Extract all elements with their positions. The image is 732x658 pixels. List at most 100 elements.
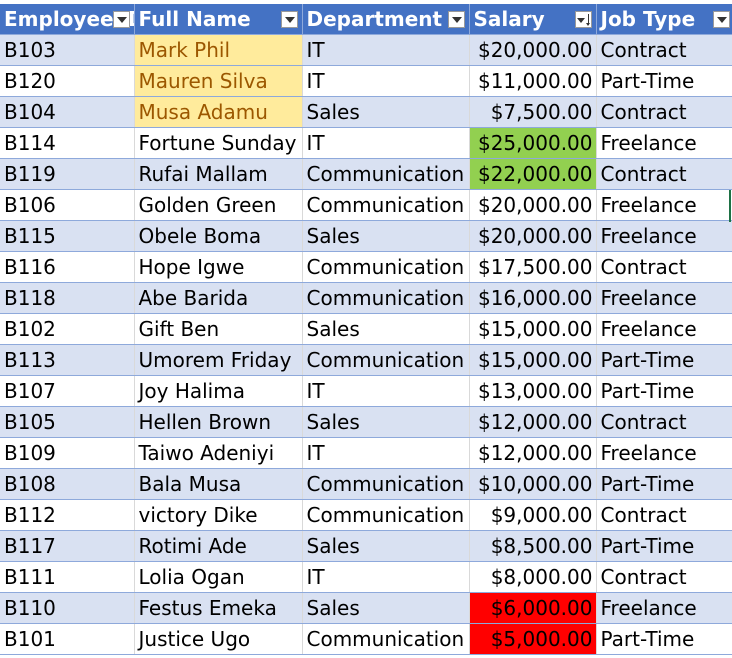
cell-department[interactable]: Communication: [302, 282, 470, 314]
cell-salary[interactable]: $8,000.00: [469, 561, 597, 593]
cell-full-name[interactable]: Hope Igwe: [134, 251, 303, 283]
filter-dropdown-icon[interactable]: [112, 11, 130, 28]
cell-employee-id[interactable]: B119: [0, 158, 135, 190]
cell-salary[interactable]: $17,500.00: [469, 251, 597, 283]
cell-employee-id[interactable]: B108: [0, 468, 135, 500]
cell-salary[interactable]: $13,000.00: [469, 375, 597, 407]
cell-department[interactable]: Communication: [302, 468, 470, 500]
cell-employee-id[interactable]: B115: [0, 220, 135, 252]
header-department[interactable]: Department: [302, 4, 470, 35]
cell-full-name[interactable]: Umorem Friday: [134, 344, 303, 376]
cell-full-name[interactable]: Joy Halima: [134, 375, 303, 407]
cell-salary[interactable]: $5,000.00: [469, 623, 597, 655]
cell-department[interactable]: Sales: [302, 96, 470, 128]
cell-salary[interactable]: $15,000.00: [469, 313, 597, 345]
cell-department[interactable]: Sales: [302, 530, 470, 562]
cell-salary[interactable]: $16,000.00: [469, 282, 597, 314]
cell-job-type[interactable]: Contract: [596, 96, 732, 128]
cell-full-name[interactable]: Musa Adamu: [134, 96, 303, 128]
cell-job-type[interactable]: Part-Time: [596, 623, 732, 655]
cell-full-name[interactable]: Rufai Mallam: [134, 158, 303, 190]
filter-dropdown-icon[interactable]: [280, 11, 298, 28]
cell-full-name[interactable]: Rotimi Ade: [134, 530, 303, 562]
cell-job-type[interactable]: Freelance: [596, 592, 732, 624]
header-job-type[interactable]: Job Type: [596, 4, 732, 35]
cell-salary[interactable]: $10,000.00: [469, 468, 597, 500]
cell-job-type[interactable]: Contract: [596, 158, 732, 190]
cell-full-name[interactable]: Lolia Ogan: [134, 561, 303, 593]
cell-full-name[interactable]: victory Dike: [134, 499, 303, 531]
cell-job-type[interactable]: Freelance: [596, 189, 732, 221]
cell-full-name[interactable]: Fortune Sunday: [134, 127, 303, 159]
cell-salary[interactable]: $8,500.00: [469, 530, 597, 562]
cell-salary[interactable]: $15,000.00: [469, 344, 597, 376]
cell-job-type[interactable]: Part-Time: [596, 468, 732, 500]
cell-full-name[interactable]: Mauren Silva: [134, 65, 303, 97]
cell-job-type[interactable]: Freelance: [596, 220, 732, 252]
cell-salary[interactable]: $9,000.00: [469, 499, 597, 531]
cell-job-type[interactable]: Part-Time: [596, 65, 732, 97]
cell-job-type[interactable]: Freelance: [596, 313, 732, 345]
cell-department[interactable]: IT: [302, 65, 470, 97]
cell-job-type[interactable]: Contract: [596, 406, 732, 438]
cell-job-type[interactable]: Contract: [596, 34, 732, 66]
cell-department[interactable]: IT: [302, 127, 470, 159]
cell-job-type[interactable]: Contract: [596, 499, 732, 531]
header-full-name[interactable]: Full Name: [134, 4, 303, 35]
cell-salary[interactable]: $7,500.00: [469, 96, 597, 128]
cell-salary[interactable]: $11,000.00: [469, 65, 597, 97]
cell-salary[interactable]: $6,000.00: [469, 592, 597, 624]
cell-full-name[interactable]: Festus Emeka: [134, 592, 303, 624]
cell-full-name[interactable]: Gift Ben: [134, 313, 303, 345]
cell-job-type[interactable]: Part-Time: [596, 344, 732, 376]
cell-department[interactable]: Communication: [302, 499, 470, 531]
cell-employee-id[interactable]: B105: [0, 406, 135, 438]
cell-job-type[interactable]: Freelance: [596, 127, 732, 159]
cell-employee-id[interactable]: B107: [0, 375, 135, 407]
cell-employee-id[interactable]: B102: [0, 313, 135, 345]
cell-salary[interactable]: $22,000.00: [469, 158, 597, 190]
filter-dropdown-icon[interactable]: [447, 11, 465, 28]
cell-job-type[interactable]: Part-Time: [596, 375, 732, 407]
cell-employee-id[interactable]: B116: [0, 251, 135, 283]
cell-salary[interactable]: $12,000.00: [469, 406, 597, 438]
cell-employee-id[interactable]: B114: [0, 127, 135, 159]
cell-employee-id[interactable]: B106: [0, 189, 135, 221]
cell-salary[interactable]: $20,000.00: [469, 34, 597, 66]
cell-full-name[interactable]: Abe Barida: [134, 282, 303, 314]
cell-job-type[interactable]: Part-Time: [596, 530, 732, 562]
cell-department[interactable]: Sales: [302, 220, 470, 252]
cell-full-name[interactable]: Bala Musa: [134, 468, 303, 500]
cell-full-name[interactable]: Mark Phil: [134, 34, 303, 66]
cell-job-type[interactable]: Freelance: [596, 437, 732, 469]
cell-employee-id[interactable]: B117: [0, 530, 135, 562]
cell-department[interactable]: IT: [302, 437, 470, 469]
cell-employee-id[interactable]: B104: [0, 96, 135, 128]
sort-descending-filter-icon[interactable]: [574, 11, 592, 28]
cell-department[interactable]: Communication: [302, 189, 470, 221]
cell-employee-id[interactable]: B120: [0, 65, 135, 97]
cell-full-name[interactable]: Obele Boma: [134, 220, 303, 252]
cell-department[interactable]: Sales: [302, 406, 470, 438]
header-salary[interactable]: Salary: [469, 4, 597, 35]
cell-employee-id[interactable]: B111: [0, 561, 135, 593]
cell-department[interactable]: IT: [302, 375, 470, 407]
cell-employee-id[interactable]: B112: [0, 499, 135, 531]
cell-employee-id[interactable]: B109: [0, 437, 135, 469]
cell-department[interactable]: Communication: [302, 158, 470, 190]
filter-dropdown-icon[interactable]: [712, 11, 730, 28]
cell-department[interactable]: Sales: [302, 313, 470, 345]
header-employee-id[interactable]: Employee ID: [0, 4, 135, 35]
cell-employee-id[interactable]: B110: [0, 592, 135, 624]
cell-employee-id[interactable]: B101: [0, 623, 135, 655]
cell-job-type[interactable]: Contract: [596, 561, 732, 593]
cell-department[interactable]: Communication: [302, 251, 470, 283]
cell-department[interactable]: Communication: [302, 623, 470, 655]
cell-salary[interactable]: $25,000.00: [469, 127, 597, 159]
cell-department[interactable]: Communication: [302, 344, 470, 376]
cell-full-name[interactable]: Hellen Brown: [134, 406, 303, 438]
cell-salary[interactable]: $20,000.00: [469, 220, 597, 252]
cell-employee-id[interactable]: B118: [0, 282, 135, 314]
cell-employee-id[interactable]: B113: [0, 344, 135, 376]
cell-full-name[interactable]: Golden Green: [134, 189, 303, 221]
